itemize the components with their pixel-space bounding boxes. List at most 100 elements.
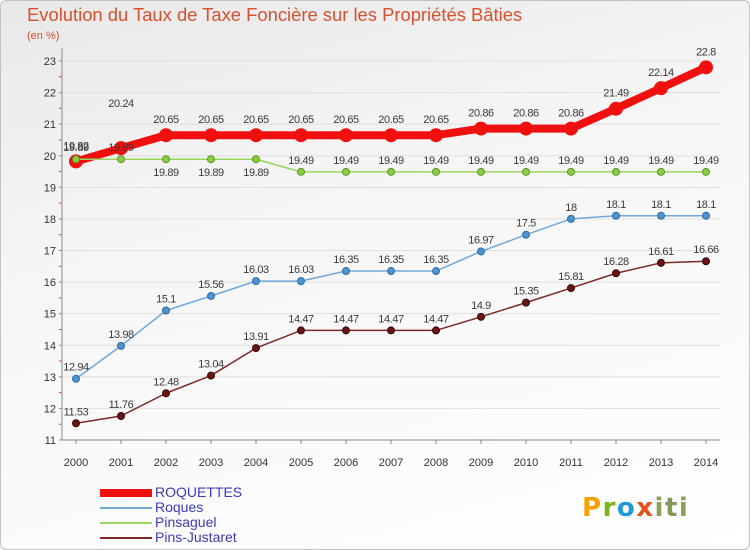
- logo-letter: P: [582, 493, 603, 523]
- logo-letter: r: [602, 493, 617, 523]
- data-point: [474, 121, 488, 136]
- data-label: 18: [565, 202, 577, 214]
- data-label: 20.65: [198, 114, 224, 126]
- data-label: 13.04: [198, 359, 224, 371]
- data-label: 19.49: [333, 155, 359, 167]
- data-label: 19.49: [513, 155, 539, 167]
- data-label: 16.61: [648, 246, 674, 258]
- x-tick-label: 2005: [289, 457, 313, 469]
- series-roquettes: [69, 60, 713, 169]
- data-label: 19.49: [423, 155, 449, 167]
- data-label: 16.03: [243, 264, 269, 276]
- data-point: [519, 121, 533, 136]
- logo-letter: i: [654, 493, 665, 523]
- legend-swatch: [100, 536, 152, 539]
- data-label: 20.65: [333, 114, 359, 126]
- data-label: 19.49: [288, 155, 314, 167]
- data-label: 19.89: [108, 142, 134, 154]
- data-point: [612, 167, 620, 176]
- data-label: 20.65: [288, 114, 314, 126]
- x-tick-label: 2011: [559, 457, 583, 469]
- data-label: 19.49: [693, 155, 719, 167]
- data-label: 19.49: [378, 155, 404, 167]
- data-point: [612, 269, 620, 278]
- data-point: [207, 371, 215, 380]
- data-point: [477, 167, 485, 176]
- data-label: 20.24: [108, 98, 134, 110]
- data-point: [699, 60, 713, 75]
- data-label: 16.35: [333, 254, 359, 266]
- data-point: [657, 211, 665, 220]
- data-point: [297, 277, 305, 286]
- data-point: [117, 341, 125, 350]
- x-tick-label: 2012: [604, 457, 628, 469]
- data-point: [252, 344, 260, 353]
- data-point: [297, 326, 305, 335]
- legend-item-roques: Roques: [100, 500, 203, 515]
- data-point: [207, 291, 215, 300]
- data-label: 11.76: [109, 399, 134, 411]
- data-point: [567, 284, 575, 293]
- y-tick-label: 22: [44, 88, 56, 100]
- data-point: [432, 267, 440, 276]
- data-point: [657, 167, 665, 176]
- data-point: [387, 326, 395, 335]
- data-point: [477, 312, 485, 321]
- data-label: 20.86: [468, 108, 494, 120]
- y-tick-label: 11: [45, 435, 56, 447]
- x-tick-label: 2003: [199, 457, 223, 469]
- data-label: 11.53: [64, 406, 89, 418]
- y-tick-label: 18: [44, 214, 56, 226]
- legend-label: ROQUETTES: [155, 484, 243, 500]
- data-point: [609, 101, 623, 116]
- data-label: 18.1: [606, 199, 626, 211]
- data-point: [297, 167, 305, 176]
- data-label: 16.66: [693, 244, 719, 256]
- data-point: [117, 155, 125, 164]
- x-tick-label: 2014: [694, 457, 718, 469]
- data-point: [72, 155, 80, 164]
- data-label: 20.65: [243, 114, 269, 126]
- data-point: [204, 128, 218, 143]
- data-point: [432, 326, 440, 335]
- data-label: 19.82: [63, 140, 89, 152]
- data-label: 16.35: [423, 254, 449, 266]
- data-label: 20.86: [558, 108, 584, 120]
- data-label: 12.48: [153, 376, 179, 388]
- series-line: [75, 260, 707, 425]
- x-tick-label: 2009: [469, 457, 493, 469]
- data-label: 14.47: [423, 313, 449, 325]
- y-tick-label: 17: [44, 246, 56, 258]
- data-point: [342, 267, 350, 276]
- data-label: 19.49: [558, 155, 584, 167]
- series-pins-justaret: [72, 257, 710, 428]
- data-label: 19.89: [243, 167, 269, 179]
- logo-letter: t: [664, 493, 679, 523]
- data-label: 14.47: [333, 313, 359, 325]
- data-point: [162, 155, 170, 164]
- data-point: [162, 306, 170, 315]
- data-point: [117, 411, 125, 420]
- proxiti-logo: Proxiti: [582, 493, 689, 523]
- data-label: 15.1: [156, 294, 176, 306]
- data-point: [252, 277, 260, 286]
- data-label: 13.98: [108, 329, 134, 341]
- data-point: [654, 81, 668, 96]
- legend-item-pins-justaret: Pins-Justaret: [100, 530, 237, 545]
- data-point: [432, 167, 440, 176]
- data-label: 19.89: [198, 167, 224, 179]
- data-label: 20.65: [378, 114, 404, 126]
- data-point: [339, 128, 353, 143]
- axes: 11 12 13 14 15 16 17 18 19 20 21 22 23 2000 2001 2002 20…: [44, 48, 720, 469]
- x-tick-label: 2008: [424, 457, 448, 469]
- legend-swatch: [100, 521, 152, 524]
- data-point: [387, 167, 395, 176]
- data-point: [114, 141, 128, 156]
- data-label: 19.49: [468, 155, 494, 167]
- data-point: [384, 128, 398, 143]
- logo-letter: i: [678, 493, 690, 523]
- data-label: 17.5: [516, 218, 536, 230]
- data-point: [657, 258, 665, 267]
